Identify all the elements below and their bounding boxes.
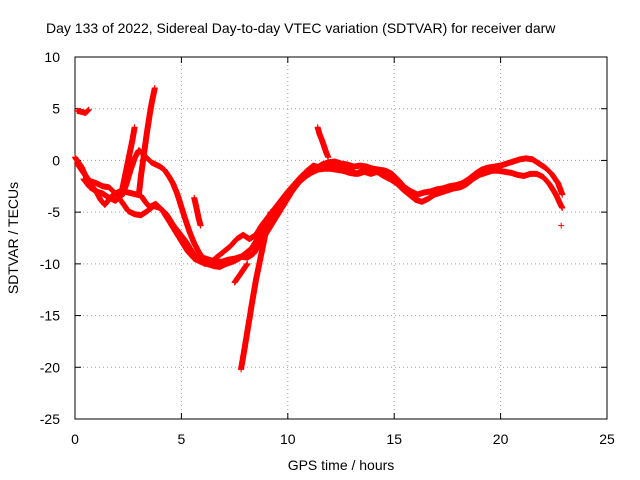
x-tick-label: 15 <box>386 431 402 447</box>
x-axis-title: GPS time / hours <box>288 457 395 473</box>
marker-path <box>80 147 398 265</box>
y-tick-label: -10 <box>40 256 60 272</box>
y-tick-label: -15 <box>40 308 60 324</box>
marker-path <box>238 209 274 373</box>
axis-ticks: 0 5 10 15 20 25 -25 -20 -15 -10 -5 0 5 10 <box>40 49 615 447</box>
grid <box>75 57 607 419</box>
x-tick-label: 0 <box>71 431 79 447</box>
marker-path <box>118 124 138 195</box>
x-tick-label: 10 <box>280 431 296 447</box>
data-points <box>72 85 566 373</box>
series-trace-9 <box>191 194 204 229</box>
series-trace-11 <box>558 222 565 229</box>
series-trace-5 <box>135 85 158 198</box>
marker-path <box>191 194 204 229</box>
y-tick-label: 10 <box>44 49 60 65</box>
series-trace-7 <box>238 209 274 373</box>
marker-path <box>558 222 565 229</box>
marker-path <box>135 85 158 198</box>
y-tick-label: 5 <box>52 101 60 117</box>
x-tick-label: 5 <box>178 431 186 447</box>
series-trace-2 <box>74 160 566 267</box>
marker-path <box>314 124 332 161</box>
y-tick-label: 0 <box>52 152 60 168</box>
x-tick-label: 25 <box>599 431 615 447</box>
y-axis-title: SDTVAR / TECUs <box>5 182 21 294</box>
series-trace-10 <box>74 106 92 116</box>
marker-path <box>74 106 92 116</box>
y-tick-label: -5 <box>48 204 61 220</box>
chart-title: Day 133 of 2022, Sidereal Day-to-day VTE… <box>46 20 556 36</box>
plot-frame <box>74 56 608 420</box>
series-trace-6 <box>314 124 332 161</box>
y-tick-label: -25 <box>40 411 60 427</box>
marker-path <box>74 160 566 267</box>
series-trace-8 <box>231 260 251 286</box>
series-trace-4 <box>118 124 138 195</box>
x-tick-label: 20 <box>493 431 509 447</box>
series-trace-3 <box>80 147 398 265</box>
y-tick-label: -20 <box>40 359 60 375</box>
marker-path <box>231 260 251 286</box>
